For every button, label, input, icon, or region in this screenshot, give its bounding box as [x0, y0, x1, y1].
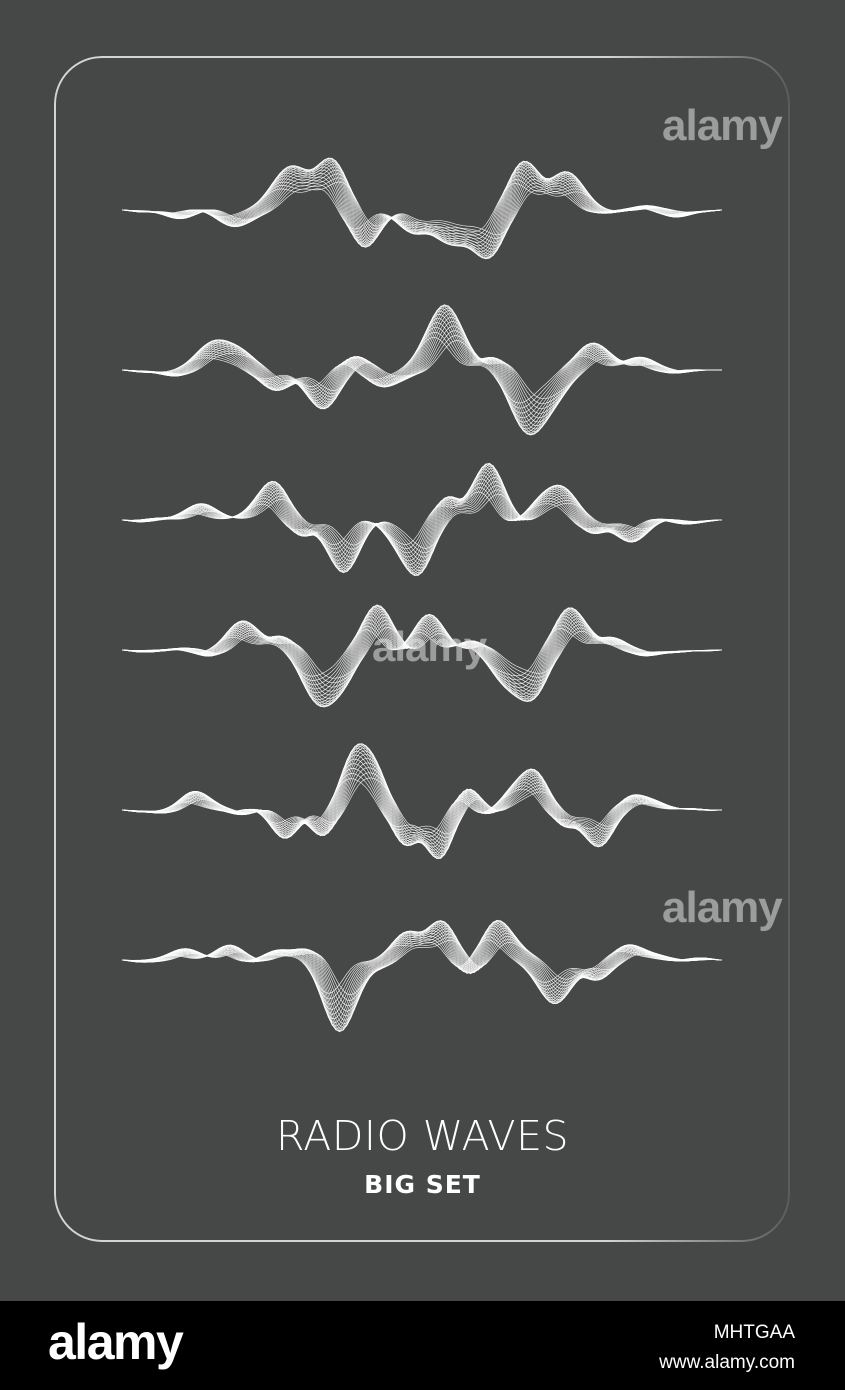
poster-subtitle: BIG SET: [0, 1172, 845, 1197]
wave-5: [122, 744, 722, 859]
wave-strand: [122, 923, 722, 1028]
wave-strand: [122, 934, 722, 1005]
wave-strand: [122, 465, 722, 573]
image-id: MHTGAA: [714, 1323, 795, 1342]
wave-1: [122, 158, 722, 259]
wave-strand: [122, 471, 722, 571]
watermark-logo: alamy: [372, 626, 486, 668]
poster-title: RADIO WAVES: [0, 1116, 845, 1157]
wave-2: [122, 305, 722, 436]
wave-strand: [122, 321, 722, 418]
watermark-bar: alamy MHTGAA www.alamy.com: [0, 1301, 845, 1390]
wave-strand: [122, 922, 722, 1030]
wave-strand: [122, 485, 722, 557]
wave-strand: [122, 931, 722, 1010]
wave-strand: [122, 923, 722, 1027]
wave-strand: [122, 317, 722, 422]
wave-strand: [122, 472, 722, 565]
wave-strand: [122, 926, 722, 1020]
watermark-logo: alamy: [662, 886, 782, 930]
wave-3: [122, 463, 722, 575]
wave-strand: [122, 924, 722, 1023]
site-url: www.alamy.com: [659, 1353, 795, 1372]
alamy-logo: alamy: [48, 1317, 182, 1367]
watermark-logo: alamy: [662, 104, 782, 148]
wave-strand: [122, 469, 722, 568]
wave-strand: [122, 466, 722, 570]
wave-strand: [122, 920, 722, 1030]
wave-strand: [122, 754, 722, 851]
wave-strand: [122, 920, 722, 1031]
wave-strand: [122, 940, 722, 993]
wave-strand: [122, 478, 722, 565]
wave-6: [122, 920, 722, 1032]
